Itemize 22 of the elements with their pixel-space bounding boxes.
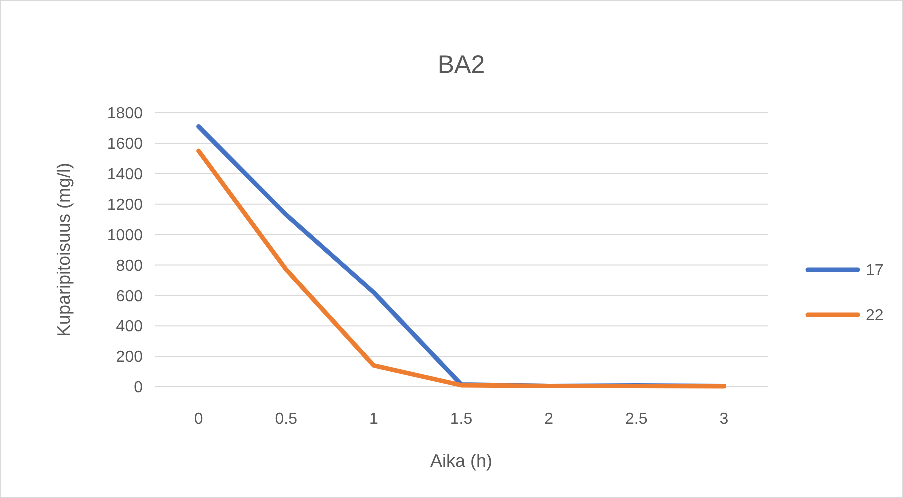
x-tick-label: 0: [194, 411, 204, 428]
chart-title: BA2: [438, 51, 486, 79]
x-tick-label: 1: [369, 411, 378, 428]
x-axis-title: Aika (h): [430, 451, 493, 471]
x-tick-label: 2: [544, 411, 554, 428]
y-tick-label: 1200: [107, 196, 144, 214]
y-axis-title: Kuparipitoisuus (mg/l): [54, 162, 74, 338]
y-tick-label: 800: [116, 258, 144, 275]
x-tick-label: 0.5: [275, 411, 298, 428]
y-tick-label: 1600: [107, 136, 144, 154]
y-tick-label: 400: [116, 318, 144, 336]
y-tick-label: 600: [116, 288, 144, 306]
y-tick-label: 1800: [107, 106, 144, 123]
legend-label: 17: [866, 262, 884, 280]
y-tick-label: 0: [134, 380, 144, 397]
y-tick-label: 200: [116, 349, 144, 366]
x-tick-label: 2.5: [626, 411, 648, 428]
x-tick-label: 3: [720, 411, 729, 428]
x-tick-label: 1.5: [450, 411, 473, 428]
legend-label: 22: [866, 308, 884, 325]
y-tick-label: 1400: [107, 166, 144, 184]
y-tick-label: 1000: [107, 227, 144, 244]
